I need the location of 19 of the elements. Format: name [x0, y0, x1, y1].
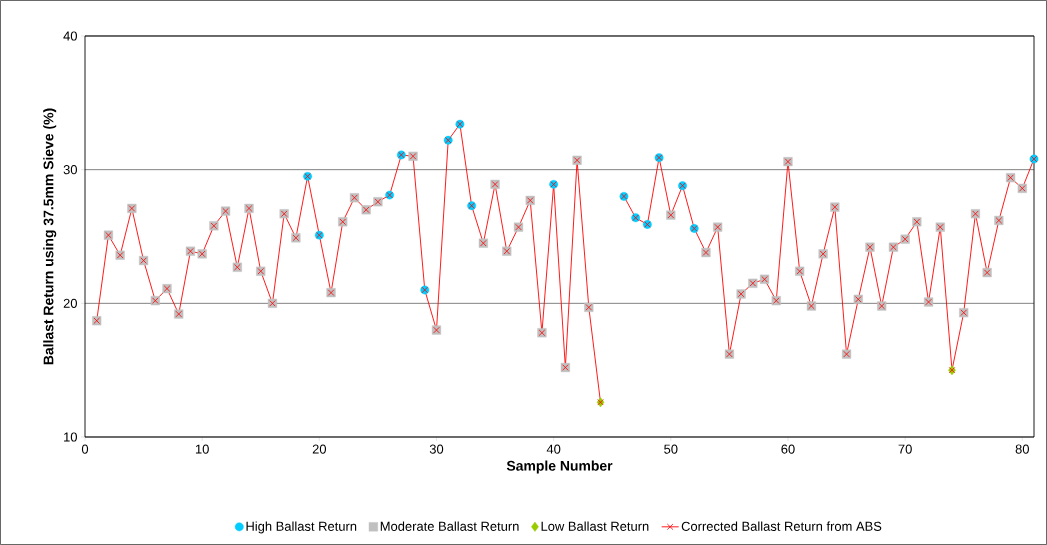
- legend-label: Low Ballast Return: [541, 521, 649, 531]
- y-tick-label: 30: [63, 165, 77, 175]
- x-tick-label: 70: [898, 444, 912, 454]
- x-tick-label: 60: [781, 444, 795, 454]
- x-tick-label: 0: [81, 444, 89, 454]
- legend-label: High Ballast Return: [246, 521, 357, 534]
- y-tick-label: 40: [63, 31, 77, 41]
- y-axis-title: Ballast Return using 37.5mm Sieve (%): [43, 108, 57, 365]
- x-tick-label: 40: [546, 444, 561, 454]
- y-tick-label: 20: [63, 298, 77, 308]
- x-tick-label: 30: [429, 444, 444, 454]
- legend-label: Moderate Ballast Return: [380, 521, 519, 531]
- x-axis-title: Sample Number: [506, 460, 613, 474]
- x-tick-label: 10: [195, 444, 209, 454]
- legend-label: Corrected Ballast Return from ABS: [681, 521, 882, 531]
- x-tick-label: 50: [664, 444, 678, 454]
- y-tick-label: 10: [64, 432, 77, 442]
- x-tick-label: 80: [1015, 444, 1029, 454]
- x-tick-label: 20: [312, 444, 327, 454]
